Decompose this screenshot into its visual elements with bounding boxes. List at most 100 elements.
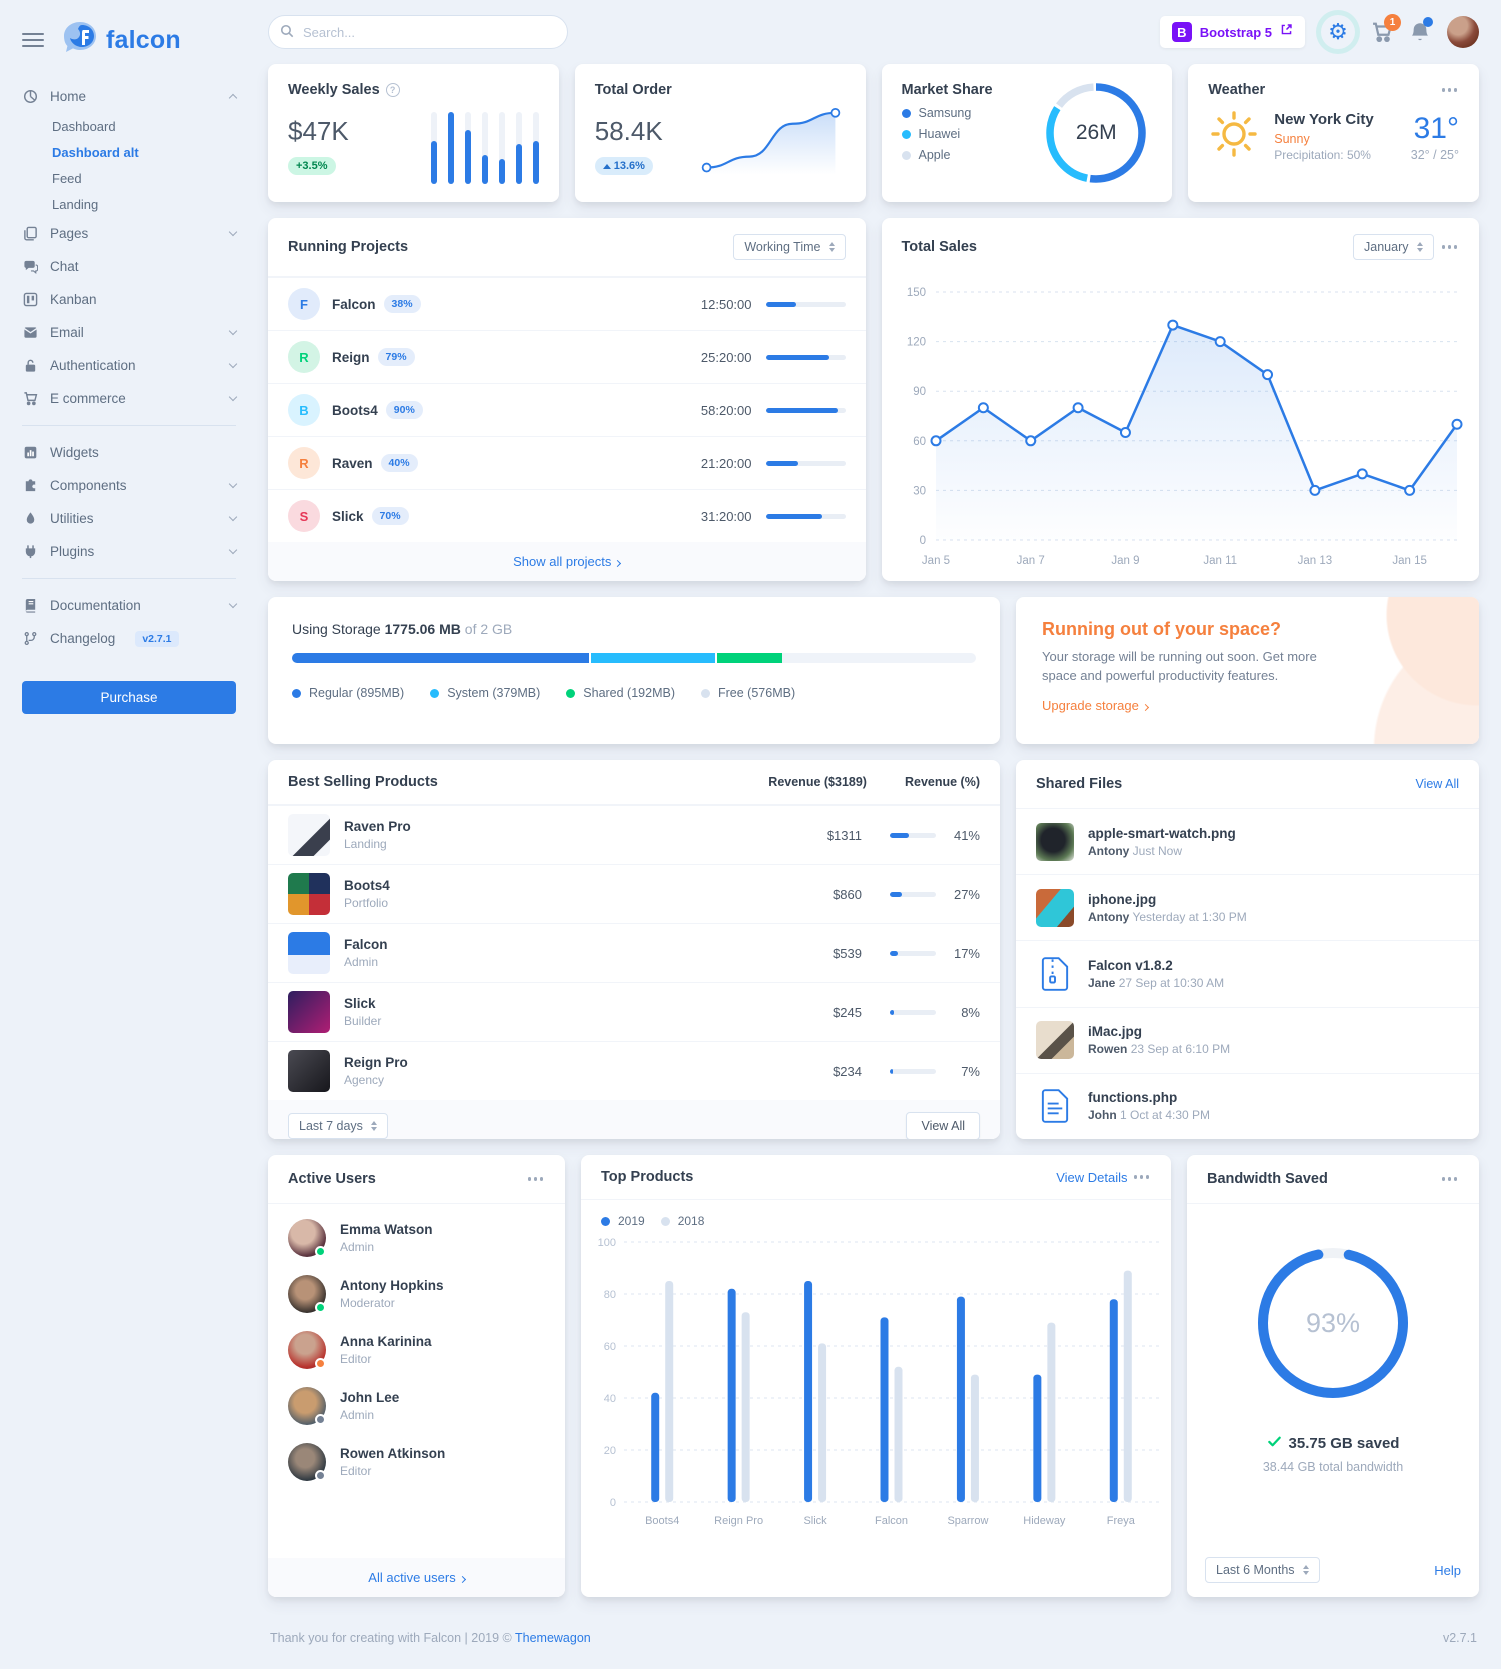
top-products-card: Top Products View Details 2019 2018 0 20 4…	[581, 1155, 1171, 1597]
help-link[interactable]: Help	[1434, 1562, 1461, 1578]
month-select[interactable]: January	[1353, 234, 1434, 260]
user-row-rowen[interactable]: Rowen Atkinson Editor	[268, 1434, 565, 1490]
sidebar-item-landing[interactable]: Landing	[52, 196, 99, 212]
sidebar-item-kanban[interactable]: Kanban	[22, 283, 236, 316]
sidebar-item-documentation[interactable]: Documentation	[22, 589, 238, 622]
top-navbar: B Bootstrap 5 1	[268, 0, 1479, 64]
legend-item-huawei: Huawei	[901, 127, 993, 141]
sidebar-item-widgets[interactable]: Widgets	[22, 436, 236, 469]
product-thumbnail	[288, 873, 330, 915]
avatar	[288, 1275, 326, 1313]
products-files-row: Best Selling Products Revenue ($3189) Re…	[268, 760, 1479, 1139]
sidebar-item-dashboard-alt[interactable]: Dashboard alt	[52, 144, 139, 160]
svg-text:60: 60	[603, 1341, 615, 1353]
file-item-imac[interactable]: iMac.jpg Rowen 23 Sep at 6:10 PM	[1016, 1006, 1479, 1073]
product-thumbnail	[288, 1050, 330, 1092]
show-all-projects-link[interactable]: Show all projects	[268, 542, 866, 581]
falcon-logo-icon	[62, 20, 98, 61]
more-menu-icon[interactable]	[1447, 88, 1451, 92]
file-item-watch[interactable]: apple-smart-watch.png Antony Just Now	[1016, 809, 1479, 874]
more-menu-icon[interactable]	[1447, 245, 1451, 249]
sidebar-item-feed[interactable]: Feed	[52, 170, 82, 186]
file-thumbnail	[1036, 1021, 1074, 1060]
storage-legend-shared: Shared (192MB)	[566, 686, 675, 700]
external-link-icon	[1280, 23, 1293, 41]
legend-dot	[901, 150, 911, 160]
sidebar-item-changelog[interactable]: Changelog v2.7.1	[22, 622, 236, 655]
sidebar-item-utilities[interactable]: Utilities	[22, 502, 238, 535]
storage-row: Using Storage 1775.06 MB of 2 GB Regular…	[268, 597, 1479, 744]
progress-bar	[765, 513, 846, 519]
file-item-functions-php[interactable]: functions.php John 1 Oct at 4:30 PM	[1016, 1072, 1479, 1139]
avatar: R	[288, 341, 320, 373]
svg-text:20: 20	[603, 1445, 615, 1457]
legend-item-2018[interactable]: 2018	[660, 1214, 704, 1228]
revenue-pct-bar	[890, 950, 936, 956]
shared-files-card: Shared Files View All apple-smart-watch.…	[1016, 760, 1479, 1139]
falcon-logo[interactable]: falcon	[62, 20, 181, 61]
chevron-up-icon	[228, 93, 238, 103]
cart-count-badge: 1	[1384, 14, 1401, 31]
svg-text:90: 90	[913, 386, 926, 398]
sidebar-item-chat[interactable]: Chat	[22, 250, 236, 283]
more-menu-icon[interactable]	[533, 1177, 537, 1181]
view-all-link[interactable]: View All	[1415, 777, 1459, 791]
more-menu-icon[interactable]	[1447, 1177, 1451, 1181]
caret-up-icon	[602, 163, 611, 169]
hamburger-menu-icon[interactable]	[22, 29, 44, 51]
purchase-button[interactable]: Purchase	[22, 681, 236, 714]
version-badge: v2.7.1	[135, 630, 179, 647]
sidebar-item-email[interactable]: Email	[22, 316, 238, 349]
legend-item-2019[interactable]: 2019	[601, 1214, 645, 1228]
progress-bar	[765, 354, 846, 360]
upgrade-storage-link[interactable]: Upgrade storage	[1042, 698, 1149, 713]
search-input[interactable]	[268, 15, 568, 49]
user-avatar[interactable]	[1447, 16, 1479, 48]
project-time: 21:20:00	[700, 455, 752, 471]
view-all-button[interactable]: View All	[906, 1112, 980, 1139]
last-7-days-select[interactable]: Last 7 days	[288, 1113, 388, 1139]
sidebar-item-pages[interactable]: Pages	[22, 217, 238, 250]
sidebar-item-home[interactable]: Home	[22, 80, 238, 113]
card-title: Top Products	[601, 1169, 694, 1185]
svg-text:0: 0	[919, 535, 925, 547]
more-menu-icon[interactable]	[1139, 1175, 1143, 1179]
view-details-link[interactable]: View Details	[1056, 1169, 1128, 1185]
bootstrap-badge[interactable]: B Bootstrap 5	[1159, 16, 1305, 48]
user-row-anna[interactable]: Anna Karinina Editor	[268, 1322, 565, 1378]
legend-dot	[901, 108, 911, 118]
page-footer: Thank you for creating with Falcon | 201…	[268, 1613, 1479, 1669]
avatar	[288, 1443, 326, 1481]
last-6-months-select[interactable]: Last 6 Months	[1205, 1557, 1320, 1583]
sidebar-item-plugins[interactable]: Plugins	[22, 535, 238, 568]
avatar: B	[288, 394, 320, 426]
weather-precipitation: Precipitation: 50%	[1274, 148, 1371, 162]
svg-text:Sparrow: Sparrow	[947, 1515, 988, 1527]
market-share-card: Market Share Samsung Huawei Apple 26M	[881, 64, 1173, 202]
user-row-emma[interactable]: Emma Watson Admin	[268, 1210, 565, 1266]
cart-icon[interactable]: 1	[1371, 14, 1401, 43]
check-icon	[1267, 1434, 1282, 1453]
product-row-slick: Slick Builder $245 8%	[268, 982, 1000, 1041]
sidebar-item-components[interactable]: Components	[22, 469, 238, 502]
avatar: F	[288, 288, 320, 320]
help-icon[interactable]	[385, 83, 400, 97]
zip-file-icon	[1036, 955, 1074, 993]
file-item-falcon-zip[interactable]: Falcon v1.8.2 Jane 27 Sep at 10:30 AM	[1016, 940, 1479, 1006]
settings-gear-icon[interactable]	[1321, 15, 1355, 49]
sidebar-item-dashboard[interactable]: Dashboard	[52, 118, 116, 134]
all-active-users-link[interactable]: All active users	[268, 1558, 565, 1597]
user-row-john[interactable]: John Lee Admin	[268, 1378, 565, 1434]
working-time-select[interactable]: Working Time	[733, 234, 846, 260]
file-item-iphone[interactable]: iphone.jpg Antony Yesterday at 1:30 PM	[1016, 874, 1479, 940]
weather-temp: 31°	[1413, 111, 1459, 145]
user-row-antony[interactable]: Antony Hopkins Moderator	[268, 1266, 565, 1322]
total-sales-card: Total Sales January 0 30 60 90 120 150 Jan 5 Ja…	[881, 218, 1479, 581]
sidebar-item-authentication[interactable]: Authentication	[22, 349, 238, 382]
kpi-row: Weekly Sales $47K +3.5% Total Order 58.4…	[268, 64, 1479, 202]
svg-text:30: 30	[913, 485, 926, 497]
svg-text:Jan 9: Jan 9	[1111, 555, 1139, 567]
sidebar-item-ecommerce[interactable]: E commerce	[22, 382, 238, 415]
notifications-bell-icon[interactable]	[1409, 17, 1433, 43]
themewagon-link[interactable]: Themewagon	[515, 1631, 591, 1645]
